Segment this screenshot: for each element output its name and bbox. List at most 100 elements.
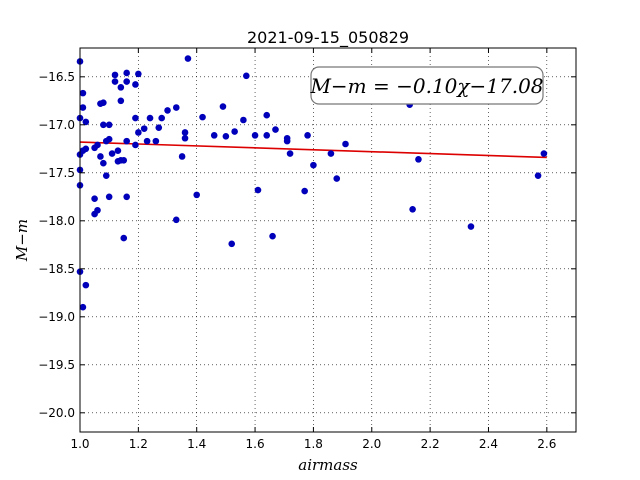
data-point: [117, 84, 125, 91]
y-tick-label: −19.0: [38, 310, 75, 324]
data-point: [135, 70, 142, 78]
data-point: [251, 132, 259, 139]
data-points: [76, 55, 548, 311]
data-point: [181, 134, 189, 142]
data-point: [199, 113, 206, 121]
data-point: [123, 78, 130, 85]
data-point: [333, 175, 341, 182]
x-tick-label: 1.0: [70, 437, 89, 451]
data-point: [243, 72, 250, 80]
x-tick-label: 2.6: [537, 437, 556, 451]
annotation-text: M−m = −0.10χ−17.08: [309, 74, 543, 98]
data-point: [114, 147, 122, 155]
x-axis-label: airmass: [298, 456, 358, 474]
data-point: [82, 145, 90, 153]
data-point: [146, 114, 154, 122]
data-point: [120, 234, 128, 242]
data-point: [228, 240, 236, 248]
data-point: [193, 191, 201, 199]
x-tick-label: 2.4: [479, 437, 498, 451]
data-point: [91, 195, 98, 203]
y-tick-label: −18.5: [38, 262, 75, 276]
data-point: [263, 111, 271, 119]
data-point: [94, 206, 101, 214]
data-point: [304, 132, 311, 139]
data-point: [240, 116, 247, 124]
data-point: [132, 141, 139, 149]
data-point: [540, 150, 548, 157]
data-point: [140, 125, 148, 132]
data-point: [108, 150, 116, 157]
y-tick-label: −17.5: [38, 166, 75, 180]
fit-line: [79, 141, 547, 159]
data-point: [117, 97, 125, 105]
data-point: [111, 71, 119, 79]
data-point: [181, 129, 189, 136]
data-point: [254, 186, 262, 194]
data-point: [534, 172, 542, 179]
data-point: [79, 303, 87, 311]
data-point: [164, 107, 171, 114]
data-point: [210, 132, 218, 139]
y-tick-label: −20.0: [38, 406, 75, 420]
fit-line-layer: [79, 141, 547, 159]
data-point: [158, 114, 165, 122]
data-point: [79, 104, 87, 111]
data-point: [100, 159, 107, 167]
data-point: [310, 161, 317, 169]
data-point: [231, 128, 238, 135]
data-point: [269, 232, 276, 240]
data-point: [111, 78, 119, 85]
x-tick-label: 1.6: [246, 437, 265, 451]
data-point: [82, 281, 90, 289]
data-point: [415, 156, 422, 163]
data-point: [143, 137, 151, 145]
x-tick-label: 2.2: [421, 437, 440, 451]
data-point: [327, 150, 335, 157]
data-point: [100, 121, 107, 129]
fit-annotation: M−m = −0.10χ−17.08: [309, 66, 544, 105]
data-point: [155, 124, 163, 131]
y-tick-label: −19.5: [38, 358, 75, 372]
data-point: [132, 114, 139, 122]
data-point: [123, 137, 130, 145]
data-point: [272, 126, 279, 133]
data-point: [94, 141, 101, 149]
data-point: [105, 121, 113, 129]
x-tick-label: 1.8: [304, 437, 323, 451]
data-point: [135, 129, 142, 136]
data-point: [222, 133, 230, 140]
data-point: [132, 81, 139, 88]
y-axis-label: M−m: [13, 219, 31, 262]
x-tick-label: 1.4: [187, 437, 206, 451]
x-tick-label: 2.0: [362, 437, 381, 451]
data-point: [178, 153, 186, 160]
data-point: [283, 137, 291, 145]
data-point: [97, 153, 104, 160]
data-point: [123, 193, 130, 201]
chart-title: 2021-09-15_050829: [247, 28, 409, 48]
x-tick-label: 1.2: [129, 437, 148, 451]
data-point: [172, 104, 180, 111]
data-point: [102, 172, 110, 179]
data-point: [105, 193, 113, 201]
grid-lines: [79, 48, 576, 432]
data-point: [184, 55, 192, 62]
data-point: [301, 187, 308, 195]
data-point: [120, 157, 128, 164]
y-tick-label: −16.5: [38, 70, 75, 84]
data-point: [286, 150, 294, 157]
plot-frame: [79, 47, 577, 433]
data-point: [342, 140, 349, 148]
data-point: [123, 69, 130, 77]
data-point: [79, 89, 87, 97]
data-point: [152, 137, 160, 145]
annotation-box: [310, 66, 544, 105]
data-point: [263, 132, 271, 139]
data-point: [82, 118, 90, 126]
data-point: [219, 103, 227, 110]
axis-ticks: 1.0 1.2 1.4 1.6 1.8 2.0 2.2 2.4 2.6 −16.5 −17.0 −17…: [38, 48, 576, 451]
data-point: [467, 223, 475, 230]
y-tick-label: −17.0: [38, 118, 75, 132]
